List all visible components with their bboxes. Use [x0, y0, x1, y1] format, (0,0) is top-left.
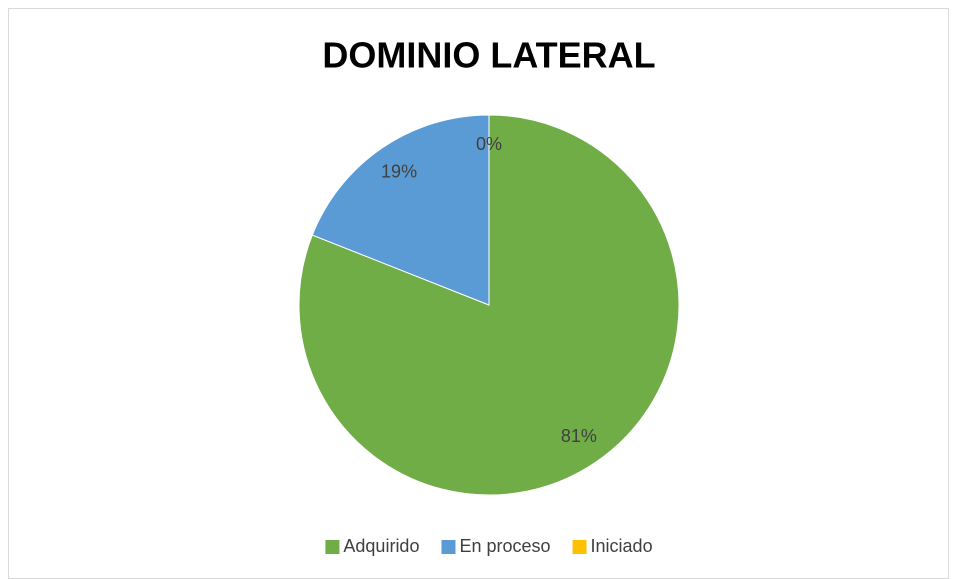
- legend-swatch: [325, 540, 340, 554]
- pie-slice: [311, 114, 490, 306]
- legend-label: En proceso: [459, 536, 550, 556]
- data-label: 19%: [381, 161, 417, 181]
- data-label: 0%: [476, 134, 502, 154]
- data-label: 81%: [561, 426, 597, 446]
- legend-swatch: [441, 540, 456, 554]
- legend-label: Adquirido: [343, 536, 419, 556]
- legend-swatch: [572, 540, 587, 554]
- chart-title: DOMINIO LATERAL: [322, 35, 655, 76]
- legend-label: Iniciado: [591, 536, 653, 556]
